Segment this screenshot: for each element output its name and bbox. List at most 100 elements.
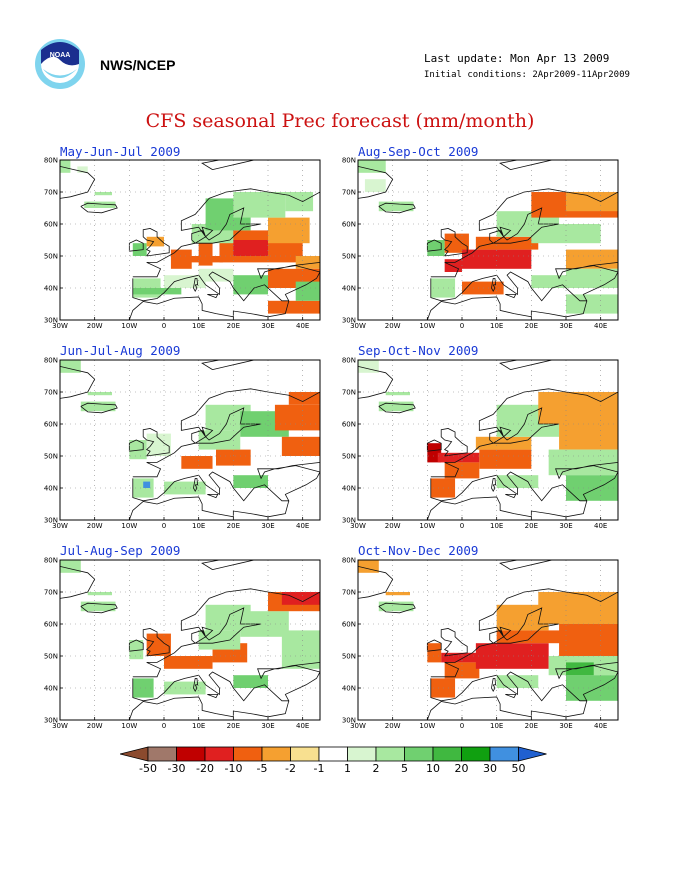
precip-anomaly-cell [198, 630, 241, 650]
lon-tick-label: 10W [121, 722, 137, 730]
lon-tick-label: 20W [385, 722, 401, 730]
colorbar-swatch [204, 746, 234, 762]
svg-text:NOAA: NOAA [50, 52, 71, 59]
precip-anomaly-cell [479, 449, 532, 469]
precip-anomaly-cell [143, 481, 151, 488]
colorbar-labels: -50 -30 -20 -10 -5 -2 -1 1 2 5 10 20 30 … [120, 762, 562, 778]
precip-anomaly-cell [437, 452, 480, 463]
precip-anomaly-cell [146, 433, 171, 456]
precip-anomaly-cell [77, 166, 88, 173]
lat-tick-label: 70N [342, 389, 356, 397]
coastline [357, 366, 394, 399]
precip-anomaly-cell [132, 678, 154, 698]
lon-tick-label: 30W [350, 322, 366, 330]
precip-anomaly-cell [84, 201, 116, 208]
coastline [128, 439, 144, 452]
precip-anomaly-cell [548, 449, 618, 476]
lon-tick-label: 30W [52, 522, 68, 530]
lat-tick-label: 60N [342, 621, 356, 629]
precip-anomaly-cell [427, 643, 442, 663]
lon-tick-label: 10E [192, 322, 205, 330]
lat-tick-label: 80N [342, 557, 356, 565]
coastline [132, 588, 321, 702]
precip-anomaly-cell [60, 160, 71, 173]
colorbar-swatch [318, 746, 348, 762]
precip-anomaly-cell [80, 601, 116, 612]
lon-tick-label: 10W [419, 322, 435, 330]
lon-tick-label: 10W [121, 522, 137, 530]
precip-anomaly-cell [233, 275, 268, 295]
precip-anomaly-cell [233, 675, 268, 688]
lat-tick-label: 80N [44, 557, 58, 565]
coastline [426, 439, 442, 452]
colorbar-label: 30 [483, 762, 497, 775]
colorbar-label: 5 [401, 762, 408, 775]
colorbar-swatch [261, 746, 291, 762]
coastline [80, 202, 118, 214]
precip-anomaly-cell [559, 624, 618, 656]
precip-anomaly-cell [496, 675, 539, 688]
precip-anomaly-cell [364, 179, 386, 192]
precip-anomaly-cell [430, 478, 456, 498]
map-frame [59, 359, 321, 521]
precip-anomaly-cell [146, 633, 171, 656]
coastline [426, 296, 588, 321]
precip-anomaly-cell [285, 192, 314, 212]
colorbar-label: 20 [454, 762, 469, 775]
lon-tick-label: 30E [559, 522, 572, 530]
lon-tick-label: 30W [52, 722, 68, 730]
initial-conditions: Initial conditions: 2Apr2009-11Apr2009 [424, 70, 630, 80]
lon-tick-label: 10W [419, 522, 435, 530]
lon-tick-label: 0 [460, 322, 464, 330]
lat-tick-label: 80N [44, 157, 58, 165]
precip-anomaly-cell [566, 268, 618, 288]
lon-tick-label: 30W [350, 722, 366, 730]
precip-anomaly-cell [538, 392, 618, 424]
coastline [193, 278, 199, 293]
map-frame [357, 359, 619, 521]
precip-anomaly-cell [94, 192, 112, 196]
coastline [357, 566, 394, 599]
coastline [142, 428, 170, 457]
lon-tick-label: 20W [385, 322, 401, 330]
colorbar-label: -2 [285, 762, 296, 775]
precip-anomaly-cell [444, 259, 462, 272]
precip-anomaly-cell [281, 630, 320, 669]
lat-tick-label: 60N [342, 221, 356, 229]
last-update: Last update: Mon Apr 13 2009 [424, 52, 610, 65]
lat-tick-label: 40N [44, 285, 58, 293]
precip-anomaly-cell [174, 256, 223, 263]
coastline [207, 493, 219, 499]
coastline [430, 188, 619, 302]
lon-tick-label: 20W [87, 722, 103, 730]
colorbar-swatch [290, 746, 320, 762]
lon-tick-label: 30W [350, 522, 366, 530]
coastline [378, 202, 416, 214]
lat-tick-label: 60N [44, 221, 58, 229]
precip-anomaly-cell [531, 275, 566, 288]
lon-tick-label: 40E [594, 722, 607, 730]
precip-anomaly-cell [385, 392, 410, 396]
lat-tick-label: 40N [342, 685, 356, 693]
coastline [491, 678, 497, 693]
precip-anomaly-cell [233, 475, 268, 488]
lat-tick-label: 30N [342, 717, 356, 725]
lon-tick-label: 40E [594, 522, 607, 530]
lat-tick-label: 40N [44, 685, 58, 693]
precip-anomaly-cell [441, 652, 480, 663]
colorbar-label: -30 [167, 762, 186, 775]
coastline [378, 602, 416, 614]
coastline [491, 478, 497, 493]
lon-tick-label: 0 [162, 322, 166, 330]
lon-tick-label: 40E [296, 522, 309, 530]
coastline [491, 278, 497, 293]
colorbar-swatch [147, 746, 177, 762]
precip-anomaly-cell [462, 249, 532, 269]
lat-tick-label: 30N [44, 317, 58, 325]
lat-tick-label: 50N [44, 653, 58, 661]
precip-anomaly-cell [566, 294, 618, 314]
coastline [426, 239, 442, 252]
